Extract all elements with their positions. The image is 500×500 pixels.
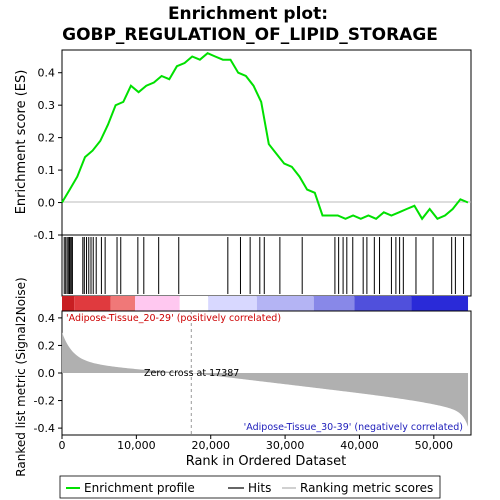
- metric-tick-label: 0.0: [38, 367, 56, 380]
- x-tick-label: 0: [59, 439, 66, 452]
- es-panel: [61, 49, 472, 236]
- color-bar-segment: [411, 296, 469, 311]
- metric-tick-label: -0.2: [34, 395, 55, 408]
- hits-panel: [61, 234, 472, 297]
- legend-hits-label: Hits: [248, 481, 271, 495]
- color-bar-segment: [135, 296, 180, 311]
- x-tick-label: 10,000: [117, 439, 156, 452]
- es-tick-label: 0.2: [38, 132, 56, 145]
- chart-title: Enrichment plot:: [168, 4, 328, 24]
- chart-subtitle: GOBP_REGULATION_OF_LIPID_STORAGE: [62, 25, 438, 45]
- color-bar-segment: [354, 296, 412, 311]
- es-tick-label: -0.1: [34, 229, 55, 242]
- metric-axis-ticks: -0.4 -0.2 0.0 0.2 0.4: [34, 312, 62, 435]
- color-bar-segment: [313, 296, 355, 311]
- x-tick-label: 30,000: [266, 439, 305, 452]
- legend-box: [59, 475, 441, 499]
- ranking-metric-area: [62, 332, 469, 427]
- x-tick-label: 40,000: [340, 439, 379, 452]
- hits-group: [63, 237, 465, 294]
- legend-metric-label: Ranking metric scores: [300, 481, 433, 495]
- color-bar-segment: [110, 296, 136, 311]
- metric-axis-label: Ranked list metric (Signal2Noise): [14, 277, 28, 476]
- metric-tick-label: -0.4: [34, 422, 55, 435]
- x-tick-label: 20,000: [191, 439, 230, 452]
- es-axis-ticks: -0.1 0.0 0.1 0.2 0.3 0.4: [34, 67, 62, 242]
- metric-tick-label: 0.4: [38, 312, 56, 325]
- es-tick-label: 0.0: [38, 197, 56, 210]
- rank-color-bar: [62, 296, 469, 311]
- x-axis-ticks: 0 10,000 20,000 30,000 40,000 50,000: [59, 435, 454, 452]
- metric-tick-label: 0.2: [38, 339, 56, 352]
- color-bar-segment: [208, 296, 257, 311]
- color-bar-segment: [62, 296, 75, 311]
- negative-label: 'Adipose-Tissue_30-39' (negatively corre…: [244, 422, 463, 433]
- x-tick-label: 50,000: [415, 439, 454, 452]
- zero-cross-label: Zero cross at 17387: [144, 368, 239, 379]
- es-axis-label: Enrichment score (ES): [14, 70, 29, 215]
- es-tick-label: 0.1: [38, 164, 56, 177]
- es-tick-label: 0.3: [38, 99, 56, 112]
- es-tick-label: 0.4: [38, 67, 56, 80]
- x-axis-label: Rank in Ordered Dataset: [186, 454, 347, 469]
- legend-es-label: Enrichment profile: [84, 481, 195, 495]
- color-bar-segment: [256, 296, 314, 311]
- color-bar-segment: [74, 296, 111, 311]
- enrichment-profile-line: [61, 52, 469, 221]
- color-bar-segment: [179, 296, 209, 311]
- positive-label: 'Adipose-Tissue_20-29' (positively corre…: [66, 313, 281, 324]
